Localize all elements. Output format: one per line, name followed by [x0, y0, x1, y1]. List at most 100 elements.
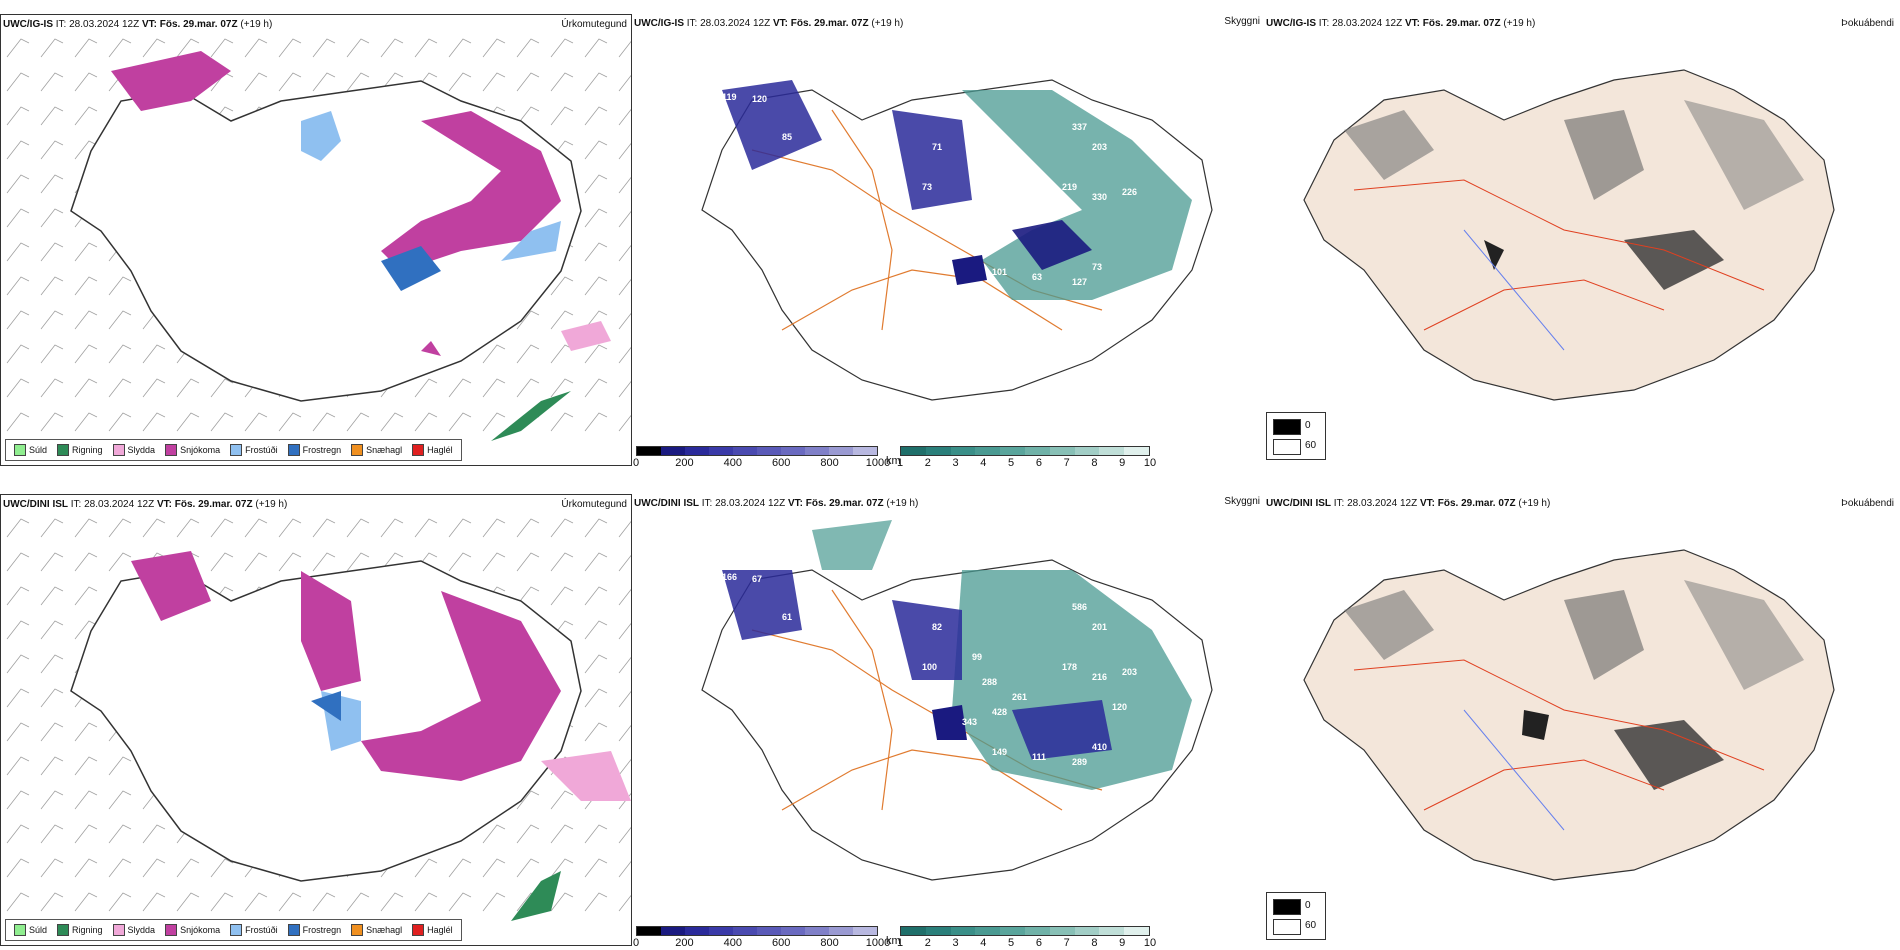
- legend-swatch: [112, 924, 125, 936]
- colorbar-tick-label: 2: [924, 937, 931, 946]
- colorbar-tick-label: 1000: [865, 457, 891, 466]
- colorbar-unit: km: [886, 455, 901, 466]
- legend-swatch: [57, 444, 70, 456]
- fog-swatch-low: [1273, 439, 1301, 455]
- fog-swatch-high: [1273, 899, 1301, 915]
- colorbar-segment: [805, 927, 829, 935]
- ceiling-visibility-panel-bottom: UWC/DINI ISL IT: 28.03.2024 12Z VT: Fös.…: [632, 494, 1264, 946]
- ceiling-value-label: 61: [782, 612, 792, 622]
- colorbar-tick-label: 4: [980, 457, 987, 466]
- colorbar-ticks: 0 200 400 600 800 1000: [633, 936, 890, 946]
- colorbar-unit: km: [886, 935, 901, 946]
- colorbar-tick-label: 400: [723, 457, 742, 466]
- legend-item: Frostúði: [230, 924, 278, 936]
- legend-swatch: [287, 444, 300, 456]
- panel-title: UWC/IG-IS IT: 28.03.2024 12Z VT: Fös. 29…: [3, 19, 273, 30]
- colorbar-segment: [1099, 447, 1125, 455]
- colorbar-tick-label: 9: [1119, 937, 1126, 946]
- fog-panel-bottom: UWC/DINI ISL IT: 28.03.2024 12Z VT: Fös.…: [1264, 494, 1900, 946]
- ceiling-value-label: 337: [1072, 122, 1087, 132]
- colorbar-tick-label: 9: [1119, 457, 1126, 466]
- colorbar-segment: [975, 927, 1001, 935]
- visibility-colorbar: 1 2 3 4 5 6 7 8 9 10 km: [886, 446, 1156, 466]
- legend-item: Súld: [14, 924, 47, 936]
- fog-swatch-high: [1273, 419, 1301, 435]
- ceiling-value-label: 203: [1092, 142, 1107, 152]
- precip-type-label: Úrkomutegund: [561, 499, 627, 510]
- colorbar-segment: [1024, 447, 1050, 455]
- precip-type-panel-bottom: UWC/DINI ISL IT: 28.03.2024 12Z VT: Fös.…: [0, 494, 632, 946]
- ceiling-value-label: 410: [1092, 742, 1107, 752]
- ceiling-value-label: 203: [1122, 667, 1137, 677]
- ceiling-value-label: 100: [922, 662, 937, 672]
- colorbar-tick-label: 2: [924, 457, 931, 466]
- colorbar-segment: [733, 447, 757, 455]
- legend-item: Frostregn: [287, 924, 341, 936]
- colorbar-segment: [733, 927, 757, 935]
- colorbar-tick-label: 3: [952, 937, 959, 946]
- legend-item: Frostúði: [230, 444, 278, 456]
- colorbar-segment: [901, 447, 926, 455]
- colorbar-ticks: 1 2 3 4 5 6 7 8 9 10: [897, 456, 1156, 466]
- colorbar-segment: [661, 447, 685, 455]
- precip-type-label: Úrkomutegund: [561, 19, 627, 30]
- ceiling-value-label: 63: [1032, 272, 1042, 282]
- colorbar-tick-label: 600: [772, 937, 791, 946]
- ceiling-value-label: 73: [1092, 262, 1102, 272]
- legend-swatch: [165, 444, 178, 456]
- colorbar-strip: [900, 926, 1150, 936]
- colorbar-segment: [1124, 447, 1149, 455]
- colorbar-segment: [950, 927, 976, 935]
- legend-item: Slydda: [112, 444, 155, 456]
- colorbar-segment: [1124, 927, 1149, 935]
- colorbar-segment: [685, 447, 709, 455]
- legend-swatch: [230, 444, 243, 456]
- colorbar-tick-label: 5: [1008, 457, 1015, 466]
- colorbar-tick-label: 200: [675, 457, 694, 466]
- legend-swatch: [412, 924, 425, 936]
- legend-item: Haglél: [412, 924, 453, 936]
- ceiling-value-label: 261: [1012, 692, 1027, 702]
- ceiling-value-label: 94: [972, 172, 982, 182]
- legend-swatch: [57, 924, 70, 936]
- colorbar-segment: [1074, 927, 1100, 935]
- colorbar-segment: [709, 447, 733, 455]
- colorbar-segment: [1000, 447, 1025, 455]
- colorbar-segment: [709, 927, 733, 935]
- colorbar-segment: [975, 447, 1001, 455]
- colorbar-segment: [757, 927, 781, 935]
- legend-swatch: [112, 444, 125, 456]
- colorbar-tick-label: 800: [820, 457, 839, 466]
- colorbar-segment: [1099, 927, 1125, 935]
- colorbar-tick-label: 6: [1035, 937, 1042, 946]
- colorbar-segment: [637, 927, 661, 935]
- panel-title: UWC/IG-IS IT: 28.03.2024 12Z VT: Fös. 29…: [634, 18, 904, 29]
- colorbar-segment: [781, 927, 805, 935]
- colorbar-tick-label: 1000: [865, 937, 891, 946]
- legend-swatch: [14, 924, 26, 936]
- precip-map: [1, 511, 631, 921]
- ceiling-map: 119 120 85 71 73 94 155 84 84 337 203 219 330 226 659 1…: [701, 79, 1213, 401]
- fog-map: [1303, 549, 1835, 881]
- ceiling-value-label: 330: [1092, 192, 1107, 202]
- panel-title: UWC/DINI ISL IT: 28.03.2024 12Z VT: Fös.…: [3, 499, 288, 510]
- fog-panel-top: UWC/IG-IS IT: 28.03.2024 12Z VT: Fös. 29…: [1264, 14, 1900, 466]
- legend-item: Rigning: [57, 444, 103, 456]
- visibility-label: Skyggni: [1224, 496, 1260, 507]
- colorbar-segment: [637, 447, 661, 455]
- legend-item: Slydda: [112, 924, 155, 936]
- ceiling-value-label: 82: [932, 622, 942, 632]
- colorbar-tick-label: 8: [1091, 937, 1098, 946]
- colorbar-tick-label: 400: [723, 937, 742, 946]
- colorbar-strip: [636, 926, 878, 936]
- ceiling-value-label: 111: [1032, 752, 1046, 762]
- panel-title: UWC/IG-IS IT: 28.03.2024 12Z VT: Fös. 29…: [1266, 18, 1536, 29]
- ceiling-value-label: 84: [992, 227, 1002, 237]
- ceiling-value-label: 99: [972, 652, 982, 662]
- legend-swatch: [14, 444, 26, 456]
- ceiling-value-label: 149: [992, 747, 1007, 757]
- ceiling-value-label: 216: [1092, 672, 1107, 682]
- colorbar-segment: [805, 447, 829, 455]
